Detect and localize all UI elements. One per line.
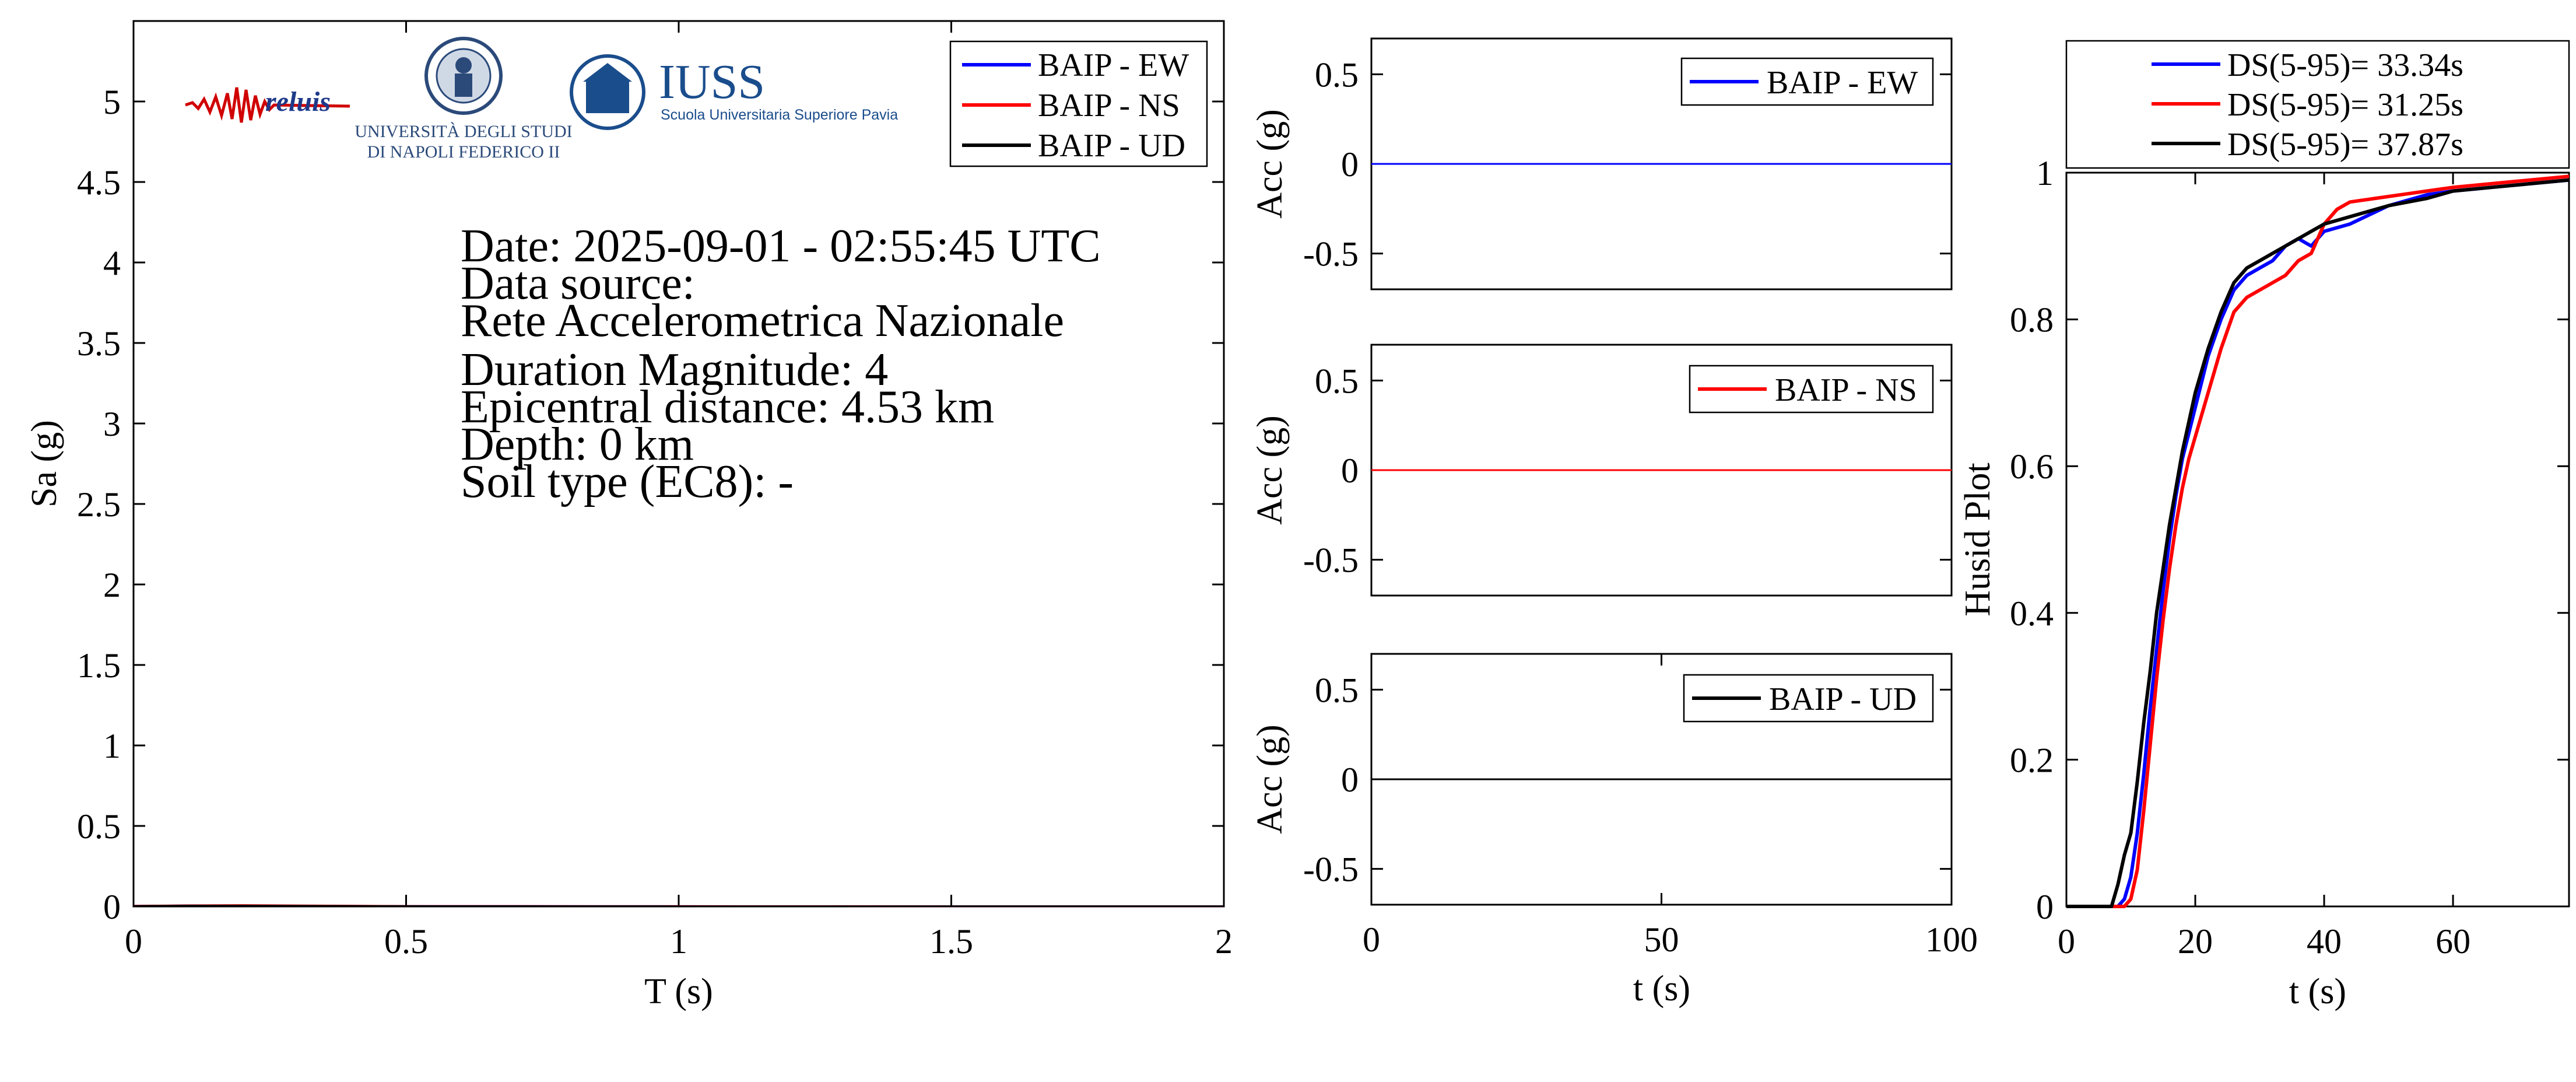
depth: Depth: 0 km [461, 419, 694, 470]
husid-xtick-label: 60 [2435, 922, 2470, 961]
response-spectrum-xtick-label: 1.5 [929, 922, 973, 961]
acc-ns-plot: -0.5 0 0.5 Acc (g) BAIP - NS [1250, 344, 1953, 597]
response-spectrum-ytick-label: 2.5 [77, 485, 121, 524]
legend-entry-ew: BAIP - EW [1038, 47, 1189, 83]
response-spectrum-ytick-label: 2 [103, 566, 121, 604]
acc-ud-y-axis-label: Acc (g) [1250, 724, 1290, 834]
response-spectrum-ytick-label: 4.5 [77, 163, 121, 202]
acc-ud-legend-entry: BAIP - UD [1769, 681, 1917, 717]
acc-ud-legend: BAIP - UD [1683, 674, 1934, 723]
acc-ns-y-axis-label: Acc (g) [1250, 415, 1290, 525]
soil-type: Soil type (EC8): - [461, 456, 794, 507]
husid-series-ns [2066, 174, 2570, 908]
acc-ud-plot: -0.500.50 50 100 t (s) Acc (g) BAIP - UD [1250, 653, 1978, 1009]
acc-ew-ytick-label: 0 [1341, 145, 1359, 184]
response-spectrum-ytick-label: 4 [103, 244, 121, 282]
event-info: Date: 2025-09-01 - 02:55:45 UTC Data sou… [461, 220, 1101, 507]
husid-xtick-label: 20 [2178, 922, 2213, 961]
acc-ew-ytick-label: -0.5 [1303, 235, 1359, 274]
acc-ew-plot: -0.5 0 0.5 Acc (g) BAIP - EW [1250, 37, 1953, 290]
reluis-logo: reluis [185, 86, 350, 123]
iuss-logo-subtitle: Scuola Universitaria Superiore Pavia [661, 107, 898, 123]
acc-ns-legend: BAIP - NS [1689, 365, 1934, 414]
husid-xtick-label: 0 [2058, 922, 2075, 961]
husid-series-ud [2066, 178, 2570, 908]
response-spectrum-ytick-label: 3.5 [77, 324, 121, 363]
response-spectrum-ytick-label: 1 [103, 727, 121, 765]
response-spectrum-xtick-label: 1 [670, 922, 687, 961]
husid-ytick-label: 0.4 [2010, 594, 2054, 633]
husid-legend-entry-ew: DS(5-95)= 33.34s [2227, 47, 2463, 83]
reluis-logo-text: reluis [265, 86, 331, 117]
husid-ytick-label: 0 [2036, 888, 2054, 926]
response-spectrum-ytick-label: 3 [103, 405, 121, 443]
husid-plot: 0 0.2 0.4 0.6 0.8 1 0 20 40 60 t (s) Husid Plot D… [1958, 40, 2570, 1011]
response-spectrum-ytick-label: 1.5 [77, 646, 121, 685]
acc-ud-xtick-label: 0 [1363, 920, 1380, 959]
husid-axes-box [2065, 171, 2570, 908]
acc-ud-ytick-label: 0.5 [1315, 671, 1359, 709]
acc-ud-ytick-label: 0 [1341, 761, 1359, 799]
husid-xtick-label: 40 [2307, 922, 2342, 961]
husid-ytick-label: 1 [2036, 154, 2054, 192]
acc-ud-xtick-label: 50 [1644, 920, 1679, 959]
response-spectrum-xtick-label: 2 [1215, 922, 1233, 961]
legend-entry-ns: BAIP - NS [1038, 87, 1180, 124]
acc-ud-ytick-label: -0.5 [1303, 850, 1359, 889]
data-source-name: Rete Accelerometrica Nazionale [461, 295, 1064, 346]
acc-ew-legend-entry: BAIP - EW [1767, 65, 1918, 101]
response-spectrum-xtick-label: 0.5 [384, 922, 428, 961]
acc-ns-legend-entry: BAIP - NS [1775, 372, 1917, 408]
husid-legend-entry-ns: DS(5-95)= 31.25s [2227, 87, 2463, 123]
iuss-logo-name: IUSS [659, 55, 765, 109]
acc-ns-ytick-label: 0.5 [1315, 362, 1359, 400]
response-spectrum-ytick-label: 5 [103, 83, 121, 121]
spectrum-y-axis-label: Sa (g) [24, 420, 64, 507]
acc-ns-ytick-label: 0 [1341, 451, 1359, 490]
unina-logo-line1: UNIVERSITÀ DEGLI STUDI [355, 122, 572, 141]
husid-series-ew [2066, 178, 2570, 908]
husid-ytick-label: 0.6 [2010, 447, 2054, 486]
unina-logo: UNIVERSITÀ DEGLI STUDI DI NAPOLI FEDERIC… [355, 37, 573, 162]
husid-legend: DS(5-95)= 33.34s DS(5-95)= 31.25s DS(5-9… [2065, 40, 2570, 169]
response-spectrum-plot: 0 0.5 1 1.5 2 2.5 3 3.5 4 4.5 5 0 0.5 1 1.5 2 T (s) Sa … [24, 20, 1233, 1011]
acc-ew-ytick-label: 0.5 [1315, 55, 1359, 94]
event-date: Date: 2025-09-01 - 02:55:45 UTC [461, 220, 1101, 272]
duration-magnitude: Duration Magnitude: 4 [461, 344, 888, 395]
epicentral-distance: Epicentral distance: 4.53 km [461, 381, 994, 433]
husid-ytick-label: 0.2 [2010, 741, 2054, 779]
husid-legend-entry-ud: DS(5-95)= 37.87s [2227, 127, 2463, 163]
acc-ns-ytick-label: -0.5 [1303, 541, 1359, 580]
unina-logo-line2: DI NAPOLI FEDERICO II [367, 142, 560, 162]
acc-ew-y-axis-label: Acc (g) [1250, 109, 1290, 219]
husid-x-axis-label: t (s) [2289, 972, 2346, 1011]
spectrum-legend: BAIP - EW BAIP - NS BAIP - UD [949, 40, 1208, 167]
acc-ud-xtick-label: 100 [1925, 920, 1978, 959]
husid-ytick-label: 0.8 [2010, 301, 2054, 339]
iuss-logo: IUSS Scuola Universitaria Superiore Pavi… [570, 54, 898, 130]
acc-ew-legend: BAIP - EW [1680, 57, 1934, 106]
response-spectrum-xtick-label: 0 [125, 922, 142, 961]
spectrum-x-axis-label: T (s) [644, 972, 713, 1011]
data-source-label: Data source: [461, 258, 695, 309]
response-spectrum-ytick-label: 0 [103, 888, 121, 926]
response-spectrum-ytick-label: 0.5 [77, 807, 121, 846]
legend-entry-ud: BAIP - UD [1038, 128, 1185, 164]
acc-ud-x-axis-label: t (s) [1633, 969, 1690, 1009]
husid-y-axis-label: Husid Plot [1958, 463, 1998, 617]
